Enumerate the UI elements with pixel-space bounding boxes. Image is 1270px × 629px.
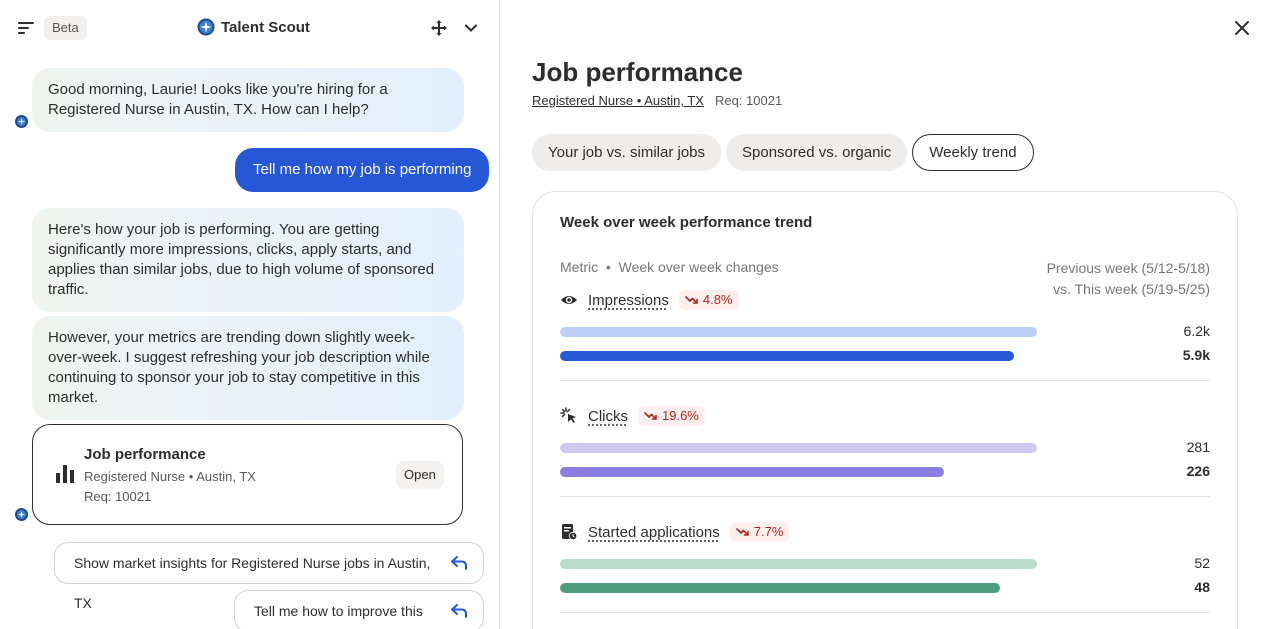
this-week-bar <box>560 351 1014 361</box>
previous-week-row: 52 <box>560 552 1210 576</box>
eye-icon <box>561 296 577 304</box>
chat-panel: Beta Talent Scout Good morning, Laurie! … <box>0 0 500 629</box>
reply-icon <box>451 556 467 570</box>
close-icon[interactable] <box>1234 20 1250 36</box>
assistant-avatar-icon <box>15 508 28 521</box>
tab-weekly-trend[interactable]: Weekly trend <box>912 134 1034 171</box>
menu-icon[interactable] <box>16 18 36 38</box>
assistant-message: Good morning, Laurie! Looks like you're … <box>32 68 464 132</box>
this-week-value: 226 <box>1186 463 1210 479</box>
metric-divider <box>560 496 1210 497</box>
previous-week-value: 52 <box>1194 555 1210 571</box>
comparison-legend: Previous week (5/12-5/18) vs. This week … <box>1046 260 1210 297</box>
previous-week-row: 281 <box>560 436 1210 460</box>
page-title: Job performance <box>532 57 743 87</box>
metric-divider <box>560 612 1210 613</box>
trend-panel: Week over week performance trend Metric … <box>532 191 1238 629</box>
job-title-link[interactable]: Registered Nurse • Austin, TX <box>532 93 704 108</box>
assistant-message: However, your metrics are trending down … <box>32 316 464 420</box>
metric-divider <box>560 380 1210 381</box>
move-icon[interactable] <box>430 19 448 37</box>
assistant-message: Here's how your job is performing. You a… <box>32 208 464 312</box>
brand: Talent Scout <box>197 18 310 36</box>
card-title: Job performance <box>84 446 206 463</box>
beta-badge: Beta <box>44 16 87 40</box>
trend-down-icon <box>735 528 749 536</box>
metric-impressions: Impressions 4.8% 6.2k 5.9k <box>560 290 1210 368</box>
card-req: Req: 10021 <box>84 489 152 504</box>
click-icon <box>560 407 576 423</box>
job-performance-card[interactable]: Job performance Registered Nurse • Austi… <box>32 424 463 525</box>
this-week-bar <box>560 583 1001 593</box>
metric-name[interactable]: Started applications <box>588 523 720 541</box>
talent-scout-logo-icon <box>197 18 215 36</box>
metric-header: Metric • Week over week changes <box>560 259 779 275</box>
tab-sponsored-organic[interactable]: Sponsored vs. organic <box>726 134 908 171</box>
suggestion-label: Tell me how to improve this job <box>254 603 423 619</box>
this-week-row: 5.9k <box>560 344 1210 368</box>
delta-badge: 4.8% <box>678 290 739 310</box>
suggestion-label: Show market insights for Registered Nurs… <box>74 555 431 611</box>
tab-bar: Your job vs. similar jobs Sponsored vs. … <box>532 134 1034 171</box>
previous-week-value: 6.2k <box>1183 323 1210 339</box>
assistant-avatar-icon <box>15 115 28 128</box>
suggestion-chip[interactable]: Tell me how to improve this job <box>234 590 484 629</box>
metric-name[interactable]: Clicks <box>588 407 628 425</box>
previous-week-bar <box>560 327 1037 337</box>
card-subtitle: Registered Nurse • Austin, TX <box>84 469 256 484</box>
brand-name: Talent Scout <box>221 18 310 36</box>
suggestion-chip[interactable]: Show market insights for Registered Nurs… <box>54 542 484 611</box>
chevron-down-icon[interactable] <box>464 21 478 35</box>
this-week-value: 48 <box>1194 579 1210 595</box>
detail-panel: Job performance Registered Nurse • Austi… <box>501 0 1270 629</box>
reply-icon <box>451 604 467 618</box>
previous-week-bar <box>560 559 1037 569</box>
chat-header: Beta Talent Scout <box>0 0 499 56</box>
this-week-row: 226 <box>560 460 1210 484</box>
previous-week-row: 6.2k <box>560 320 1210 344</box>
metric-name[interactable]: Impressions <box>588 291 669 309</box>
trend-down-icon <box>685 296 698 304</box>
this-week-bar <box>560 467 944 477</box>
application-icon <box>562 524 578 541</box>
metric-clicks: Clicks 19.6% 281 226 <box>560 406 1210 484</box>
previous-week-bar <box>560 443 1037 453</box>
tab-similar-jobs[interactable]: Your job vs. similar jobs <box>532 134 722 171</box>
delta-badge: 7.7% <box>729 522 790 542</box>
previous-week-value: 281 <box>1186 439 1210 455</box>
open-button[interactable]: Open <box>396 461 444 489</box>
this-week-row: 48 <box>560 576 1210 600</box>
user-message: Tell me how my job is performing <box>235 148 490 192</box>
this-week-value: 5.9k <box>1182 347 1210 363</box>
breadcrumb: Registered Nurse • Austin, TX Req: 10021 <box>532 93 782 108</box>
delta-badge: 19.6% <box>638 406 705 426</box>
bar-chart-icon <box>56 465 74 483</box>
req-id: Req: 10021 <box>714 93 783 108</box>
panel-title: Week over week performance trend <box>560 214 813 231</box>
trend-down-icon <box>644 412 657 420</box>
metric-started-applications: Started applications 7.7% 52 48 <box>560 522 1210 600</box>
